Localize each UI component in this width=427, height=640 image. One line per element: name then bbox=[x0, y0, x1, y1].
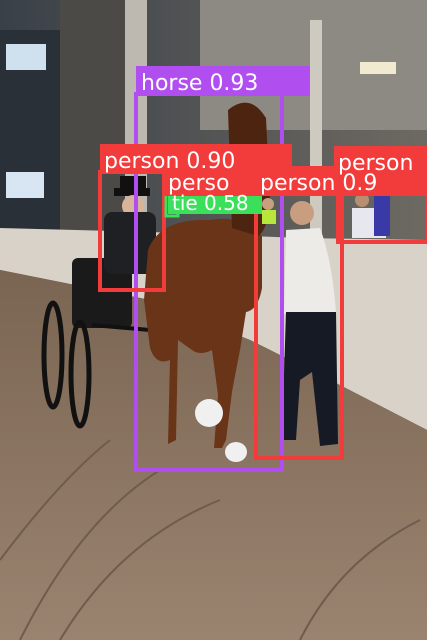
person-right-label-bg bbox=[334, 146, 427, 176]
track-mark bbox=[299, 519, 421, 640]
ceiling-light bbox=[360, 62, 396, 74]
window-bottom bbox=[6, 172, 44, 198]
person-right-label: person bbox=[338, 151, 413, 176]
person-mid-label: perso bbox=[168, 171, 229, 196]
carriage bbox=[41, 258, 151, 429]
spectators bbox=[262, 193, 390, 238]
track-mark bbox=[59, 499, 221, 640]
person-driver-label: person 0.90 bbox=[104, 149, 235, 174]
horse-label-bg bbox=[136, 66, 310, 96]
driver-figure bbox=[104, 176, 156, 274]
person-mid-label-bg bbox=[164, 168, 266, 196]
arena-floor bbox=[0, 270, 427, 640]
track-mark bbox=[19, 469, 161, 640]
horse-label: horse 0.93 bbox=[141, 71, 258, 96]
person-handler-label: person 0.9 bbox=[260, 171, 377, 196]
window-top bbox=[6, 44, 46, 70]
track-mark bbox=[0, 439, 111, 561]
tie-label: tie 0.58 bbox=[172, 191, 249, 215]
handler-figure bbox=[282, 201, 338, 446]
